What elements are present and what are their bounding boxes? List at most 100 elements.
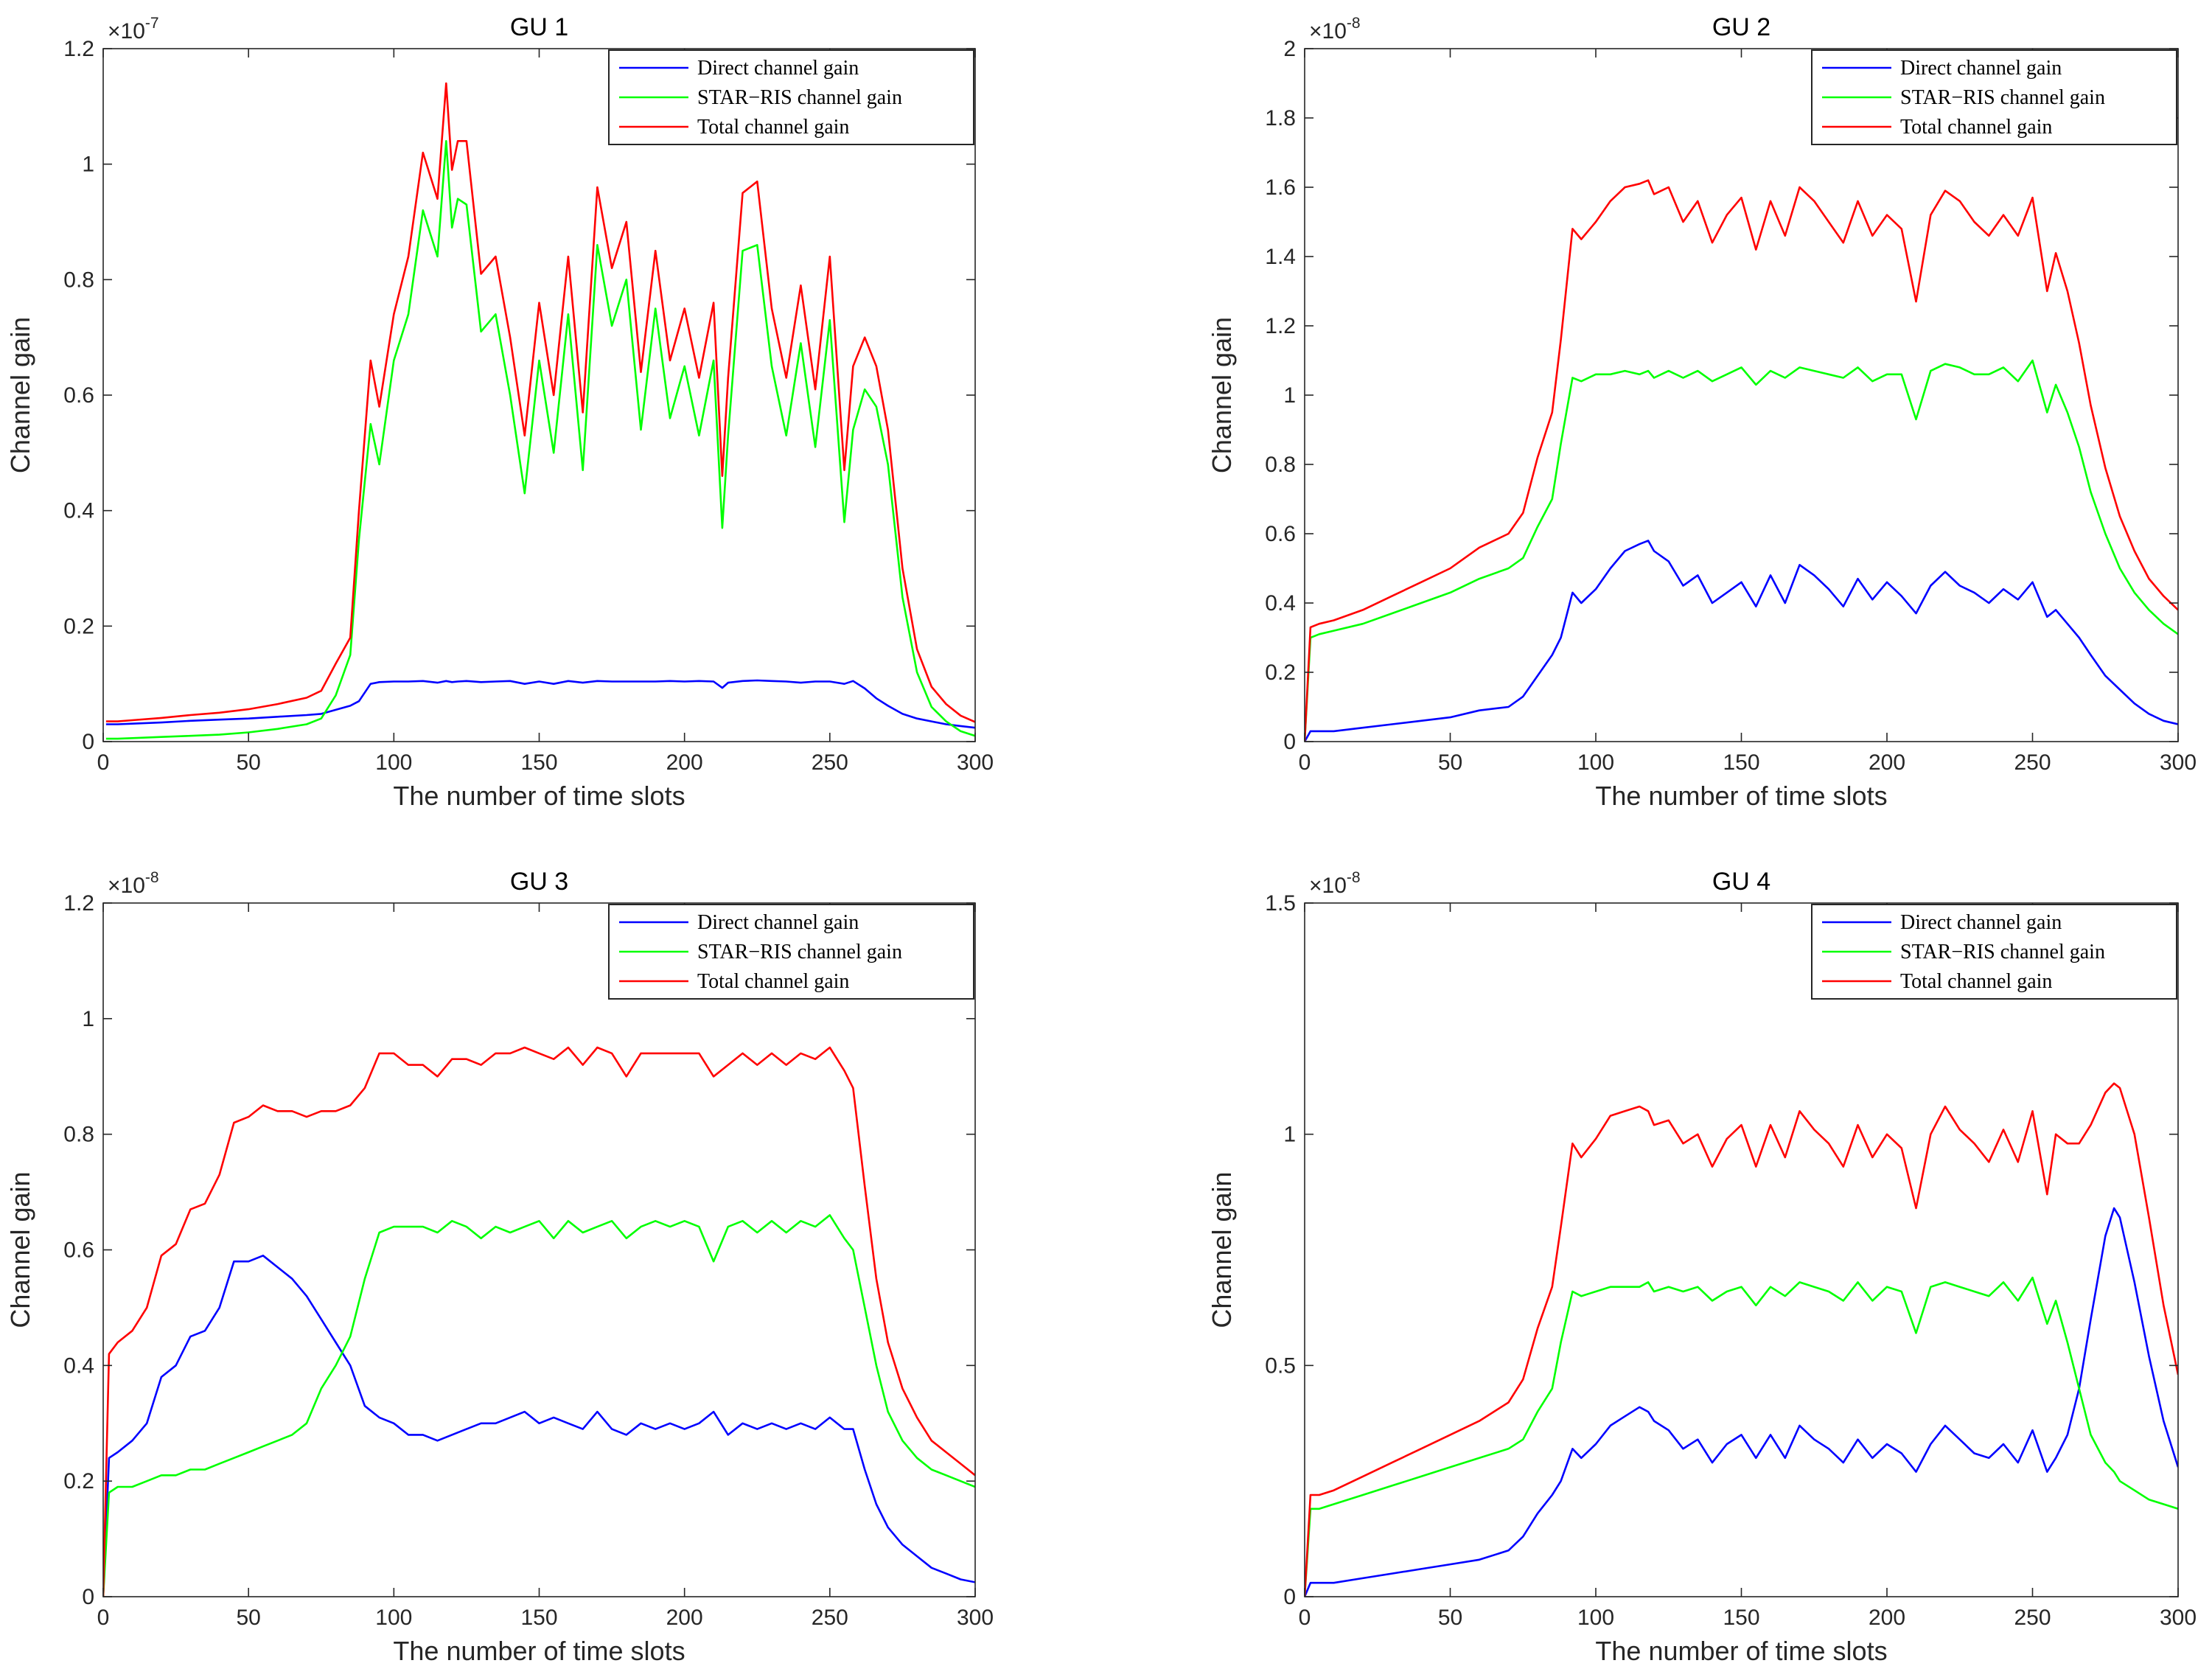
- chart-title: GU 3: [510, 868, 568, 896]
- y-axis-label: Channel gain: [5, 317, 35, 473]
- series-line-total: [1305, 1082, 2178, 1597]
- legend-label-total: Total channel gain: [1900, 970, 2052, 993]
- y-tick-label: 0: [82, 730, 94, 754]
- y-tick-label: 1: [1283, 1123, 1296, 1147]
- x-axis-label: The number of time slots: [393, 1636, 685, 1666]
- y-tick-label: 0.5: [1265, 1353, 1296, 1378]
- series-group: [105, 82, 975, 740]
- subplot-gu4: 0 50 100 150 200 250 300 0 0.5 1 1.5 ×10-8 GU 4 The n…: [1207, 868, 2197, 1666]
- y-tick-label: 0.6: [63, 383, 94, 408]
- x-tick-label: 0: [1299, 750, 1311, 775]
- legend: Direct channel gain STAR−RIS channel gain…: [1811, 49, 2177, 145]
- legend-label-total: Total channel gain: [697, 116, 849, 139]
- y-tick-label: 0: [1283, 730, 1296, 754]
- y-tick-label: 0.6: [63, 1238, 94, 1263]
- y-exponent-label: ×10-8: [1309, 15, 1361, 43]
- y-tick-label: 1: [82, 1007, 94, 1031]
- y-axis-label: Channel gain: [1207, 1171, 1237, 1328]
- series-line-total: [103, 1046, 975, 1597]
- series-group: [103, 1046, 975, 1597]
- legend: Direct channel gain STAR−RIS channel gain…: [608, 49, 974, 145]
- legend-label-star-ris: STAR−RIS channel gain: [1900, 86, 2105, 109]
- x-tick-label: 300: [2160, 750, 2197, 775]
- x-axis-label: The number of time slots: [1595, 1636, 1887, 1666]
- series-line-direct: [103, 1255, 975, 1597]
- legend-label-direct: Direct channel gain: [1900, 57, 2062, 80]
- y-axis-label: Channel gain: [5, 1171, 35, 1328]
- plot-area: [1305, 49, 2178, 742]
- y-tick-label: 0.4: [63, 1353, 94, 1378]
- x-tick-label: 50: [1438, 750, 1462, 775]
- x-tick-label: 0: [97, 1606, 110, 1630]
- y-tick-label: 0.8: [1265, 453, 1296, 477]
- y-tick-label: 1: [1283, 383, 1296, 408]
- series-line-total: [1305, 179, 2178, 742]
- plot-area: [103, 903, 975, 1597]
- y-tick-label: 0: [1283, 1585, 1296, 1609]
- x-tick-label: 100: [1577, 750, 1614, 775]
- x-tick-label: 200: [1869, 1606, 1905, 1630]
- subplot-gu2: 0 50 100 150 200 250 300 0 0.2 0.4 0.6 0.8 1 1.2 1.4 1.…: [1207, 13, 2197, 811]
- series-line-direct: [1305, 1207, 2178, 1597]
- series-line-star-ris: [1305, 359, 2178, 742]
- series-line-star-ris: [105, 140, 975, 740]
- y-tick-label: 1.5: [1265, 891, 1296, 916]
- x-tick-label: 0: [1299, 1606, 1311, 1630]
- x-tick-label: 50: [1438, 1606, 1462, 1630]
- legend-label-total: Total channel gain: [1900, 116, 2052, 139]
- legend: Direct channel gain STAR−RIS channel gain…: [1811, 904, 2177, 1000]
- x-tick-label: 200: [666, 1606, 703, 1630]
- subplot-gu1: 0 50 100 150 200 250 300 0 0.2 0.4 0.6 0.8 1 1.2 ×10-7…: [5, 13, 994, 811]
- x-tick-label: 50: [236, 750, 260, 775]
- legend-label-star-ris: STAR−RIS channel gain: [1900, 941, 2105, 963]
- y-axis-label: Channel gain: [1207, 317, 1237, 473]
- x-tick-label: 150: [1723, 750, 1759, 775]
- x-tick-label: 300: [2160, 1606, 2197, 1630]
- legend-label-star-ris: STAR−RIS channel gain: [697, 86, 902, 109]
- series-group: [1305, 1082, 2178, 1597]
- y-exponent-label: ×10-7: [108, 15, 159, 43]
- subplot-gu3: 0 50 100 150 200 250 300 0 0.2 0.4 0.6 0.8 1 1.2 ×10-8…: [5, 868, 994, 1666]
- x-tick-label: 150: [520, 750, 557, 775]
- x-tick-label: 150: [1723, 1606, 1759, 1630]
- y-tick-label: 1.4: [1265, 245, 1296, 269]
- x-tick-label: 0: [97, 750, 110, 775]
- legend-label-direct: Direct channel gain: [1900, 911, 2062, 934]
- plot-area: [1305, 903, 2178, 1597]
- y-tick-label: 0.2: [63, 1469, 94, 1493]
- x-tick-label: 50: [236, 1606, 260, 1630]
- series-line-star-ris: [103, 1214, 975, 1597]
- x-tick-label: 150: [520, 1606, 557, 1630]
- plot-area: [103, 49, 975, 742]
- series-line-direct: [1305, 540, 2178, 742]
- x-tick-label: 100: [1577, 1606, 1614, 1630]
- x-tick-label: 250: [812, 1606, 848, 1630]
- chart-title: GU 4: [1712, 868, 1770, 896]
- x-tick-label: 200: [1869, 750, 1905, 775]
- chart-title: GU 1: [510, 13, 568, 41]
- y-tick-label: 2: [1283, 37, 1296, 61]
- y-exponent-label: ×10-8: [1309, 869, 1361, 898]
- legend-label-total: Total channel gain: [697, 970, 849, 993]
- y-tick-label: 0: [82, 1585, 94, 1609]
- x-tick-label: 250: [812, 750, 848, 775]
- y-tick-label: 0.2: [1265, 661, 1296, 685]
- x-axis-label: The number of time slots: [1595, 781, 1887, 811]
- legend-label-direct: Direct channel gain: [697, 911, 859, 934]
- x-tick-label: 100: [375, 750, 412, 775]
- series-line-direct: [105, 679, 975, 729]
- x-tick-label: 100: [375, 1606, 412, 1630]
- x-axis-label: The number of time slots: [393, 781, 685, 811]
- y-tick-label: 0.8: [63, 268, 94, 292]
- y-tick-label: 0.4: [1265, 591, 1296, 616]
- y-tick-label: 1.6: [1265, 175, 1296, 200]
- chart-title: GU 2: [1712, 13, 1770, 41]
- y-tick-label: 1: [82, 153, 94, 177]
- y-tick-label: 0.8: [63, 1123, 94, 1147]
- y-tick-label: 1.2: [63, 37, 94, 61]
- series-line-total: [105, 82, 975, 723]
- y-tick-label: 1.2: [63, 891, 94, 916]
- series-group: [1305, 179, 2178, 742]
- x-tick-label: 200: [666, 750, 703, 775]
